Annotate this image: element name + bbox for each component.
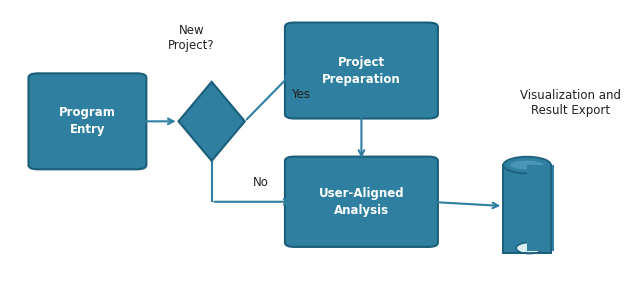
FancyBboxPatch shape [527,165,554,251]
Ellipse shape [516,243,543,254]
Text: User-Aligned
Analysis: User-Aligned Analysis [319,187,404,217]
Ellipse shape [510,160,544,170]
Text: Project
Preparation: Project Preparation [322,56,401,86]
Text: Program
Entry: Program Entry [59,106,116,136]
Ellipse shape [503,157,551,173]
Text: Yes: Yes [291,88,310,101]
Text: Visualization and
Result Export: Visualization and Result Export [520,89,621,117]
Polygon shape [179,82,245,161]
FancyBboxPatch shape [28,73,147,169]
FancyBboxPatch shape [285,157,438,247]
Text: New
Project?: New Project? [168,24,214,52]
Text: No: No [253,176,269,188]
FancyBboxPatch shape [503,165,551,253]
FancyBboxPatch shape [285,23,438,119]
